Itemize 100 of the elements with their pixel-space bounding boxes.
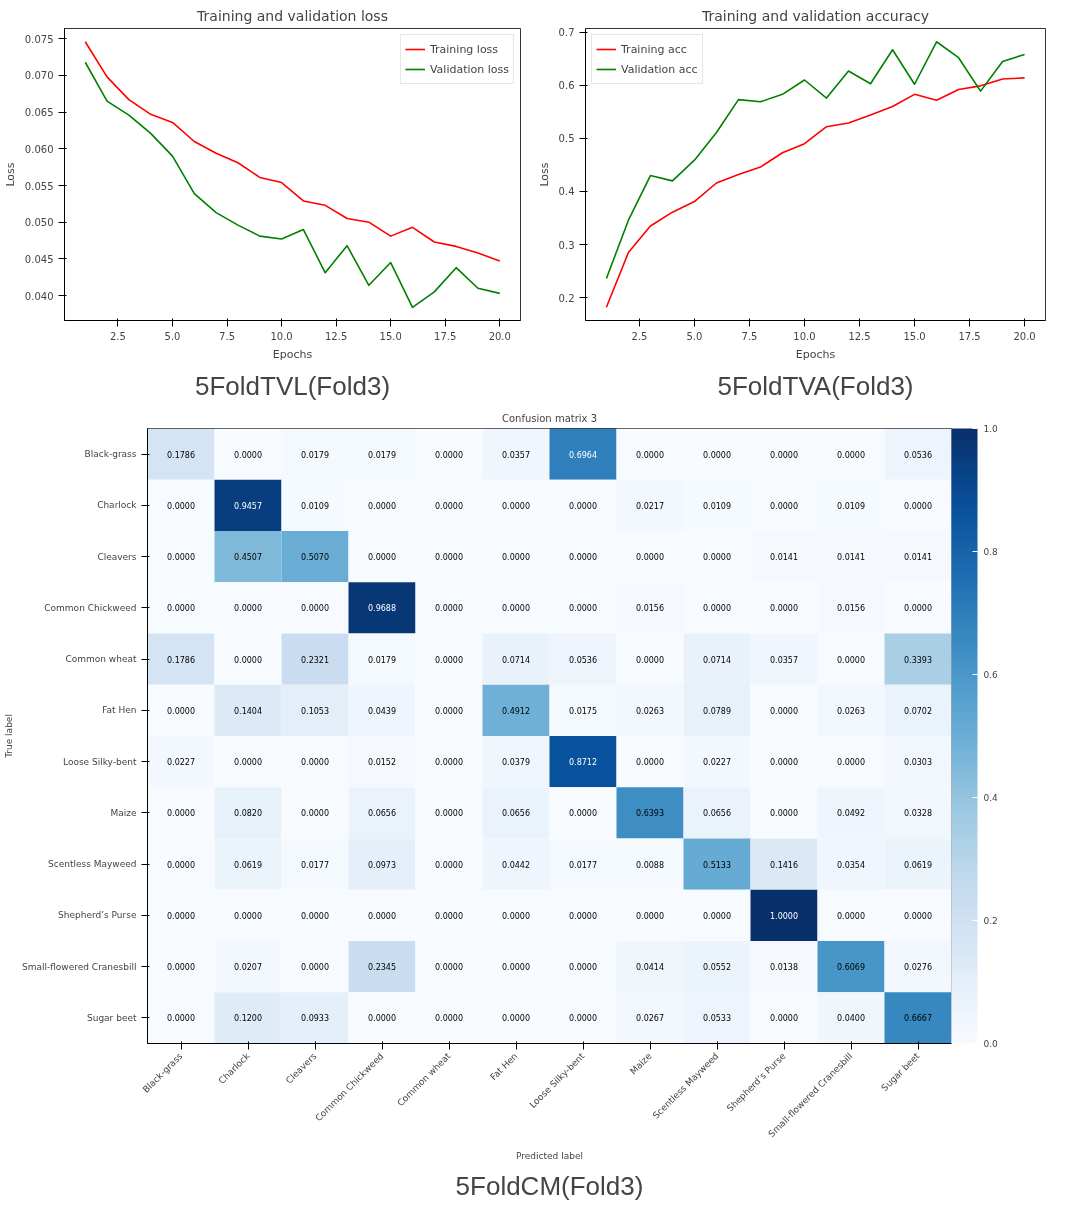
y-tick-label: Charlock bbox=[97, 500, 138, 511]
x-axis-title: Epochs bbox=[795, 347, 836, 361]
data-label: 0.0000 bbox=[502, 604, 530, 614]
line-series bbox=[605, 77, 1026, 309]
y-tick-label: Black-grass bbox=[84, 449, 137, 460]
data-label: 0.0000 bbox=[770, 604, 798, 614]
data-label: 0.0000 bbox=[435, 450, 463, 460]
chart-title: Training and validation loss bbox=[196, 7, 388, 24]
data-label: 0.0000 bbox=[435, 809, 463, 819]
y-tick-label: Maize bbox=[110, 807, 137, 818]
color-bar-label: 0.0 bbox=[983, 1039, 999, 1049]
x-tick-label: 15.0 bbox=[379, 330, 402, 342]
y-tick-label: 0.4 bbox=[558, 186, 575, 198]
data-label: 0.0000 bbox=[368, 1014, 396, 1024]
y-tick-label: Fat Hen bbox=[102, 705, 137, 716]
data-label: 0.4912 bbox=[502, 706, 530, 716]
data-label: 0.0328 bbox=[904, 809, 932, 819]
data-label: 0.0000 bbox=[636, 655, 664, 665]
data-label: 0.0000 bbox=[435, 860, 463, 870]
data-label: 0.0000 bbox=[167, 501, 195, 511]
data-label: 0.0379 bbox=[502, 758, 530, 768]
data-label: 0.0656 bbox=[703, 809, 731, 819]
y-tick-label: 0.045 bbox=[24, 253, 54, 265]
data-label: 0.0000 bbox=[234, 450, 262, 460]
data-label: 0.0000 bbox=[502, 553, 530, 563]
data-label: 0.8712 bbox=[569, 758, 597, 768]
y-tick-label: Common Chickweed bbox=[44, 602, 137, 613]
data-label: 0.0000 bbox=[502, 963, 530, 973]
data-label: 0.0227 bbox=[167, 758, 195, 768]
data-label: 0.0973 bbox=[368, 860, 396, 870]
data-label: 0.0000 bbox=[904, 911, 932, 921]
data-label: 0.0702 bbox=[904, 706, 932, 716]
x-tick-label: Fat Hen bbox=[488, 1050, 520, 1083]
x-tick-label: 17.5 bbox=[958, 330, 981, 342]
data-label: 0.2321 bbox=[301, 655, 329, 665]
x-tick-label: 10.0 bbox=[793, 330, 816, 342]
data-label: 0.1200 bbox=[234, 1014, 262, 1024]
data-label: 0.0000 bbox=[703, 450, 731, 460]
data-label: 0.0000 bbox=[636, 450, 664, 460]
data-label: 0.0000 bbox=[167, 706, 195, 716]
data-label: 0.6393 bbox=[636, 809, 664, 819]
data-label: 0.0656 bbox=[368, 809, 396, 819]
data-label: 0.0000 bbox=[569, 1014, 597, 1024]
data-label: 0.6069 bbox=[837, 963, 865, 973]
y-tick-label: Sugar beet bbox=[86, 1012, 137, 1023]
data-label: 0.0619 bbox=[904, 860, 932, 870]
data-label: 0.0442 bbox=[502, 860, 530, 870]
x-tick-label: 17.5 bbox=[434, 330, 457, 342]
data-label: 0.0000 bbox=[234, 655, 262, 665]
data-label: 0.6964 bbox=[569, 450, 597, 460]
data-label: 0.0492 bbox=[837, 809, 865, 819]
chart-title: Confusion matrix 3 bbox=[501, 412, 598, 424]
data-label: 0.0109 bbox=[301, 501, 329, 511]
data-label: 0.0000 bbox=[368, 553, 396, 563]
y-tick-label: 0.2 bbox=[558, 292, 575, 304]
data-label: 0.1053 bbox=[301, 706, 329, 716]
legend-label: Validation loss bbox=[429, 62, 509, 76]
y-axis-title: Loss bbox=[537, 162, 551, 187]
data-label: 0.0000 bbox=[569, 501, 597, 511]
data-label: 0.0000 bbox=[770, 706, 798, 716]
data-label: 0.0000 bbox=[435, 501, 463, 511]
data-label: 0.0536 bbox=[904, 450, 932, 460]
data-label: 0.0152 bbox=[368, 758, 396, 768]
data-label: 0.0000 bbox=[703, 553, 731, 563]
data-label: 0.0000 bbox=[904, 604, 932, 614]
color-bar-label: 0.8 bbox=[983, 547, 999, 557]
data-label: 0.0000 bbox=[435, 655, 463, 665]
data-label: 0.0414 bbox=[636, 963, 664, 973]
data-label: 0.0109 bbox=[703, 501, 731, 511]
data-label: 0.0000 bbox=[167, 911, 195, 921]
data-label: 0.0000 bbox=[301, 758, 329, 768]
y-tick-label: 0.040 bbox=[24, 290, 54, 302]
y-tick-label: 0.3 bbox=[558, 239, 575, 251]
data-label: 0.0000 bbox=[167, 809, 195, 819]
y-tick-label: 0.6 bbox=[558, 80, 575, 92]
data-label: 0.0000 bbox=[770, 450, 798, 460]
data-label: 0.0000 bbox=[837, 655, 865, 665]
data-label: 0.0263 bbox=[636, 706, 664, 716]
data-label: 0.0217 bbox=[636, 501, 664, 511]
y-tick-label: 0.7 bbox=[558, 27, 575, 39]
data-label: 1.0000 bbox=[770, 911, 798, 921]
data-label: 0.0141 bbox=[904, 553, 932, 563]
y-axis-title: True label bbox=[3, 714, 14, 759]
data-label: 0.1404 bbox=[234, 706, 262, 716]
y-tick-label: Loose Silky-bent bbox=[63, 756, 137, 767]
y-tick-label: Cleavers bbox=[97, 551, 137, 562]
x-tick-label: 7.5 bbox=[219, 330, 235, 342]
data-label: 0.0714 bbox=[703, 655, 731, 665]
legend-label: Training loss bbox=[429, 42, 499, 56]
data-label: 0.0000 bbox=[435, 706, 463, 716]
data-label: 0.0000 bbox=[837, 758, 865, 768]
x-tick-label: 12.5 bbox=[325, 330, 348, 342]
data-label: 0.3393 bbox=[904, 655, 932, 665]
data-label: 0.0000 bbox=[569, 604, 597, 614]
data-label: 0.0156 bbox=[636, 604, 664, 614]
x-tick-label: 5.0 bbox=[686, 330, 703, 342]
y-tick-label: 0.060 bbox=[24, 143, 54, 155]
data-label: 0.0156 bbox=[837, 604, 865, 614]
x-tick-label: 7.5 bbox=[741, 330, 758, 342]
data-label: 0.0714 bbox=[502, 655, 530, 665]
